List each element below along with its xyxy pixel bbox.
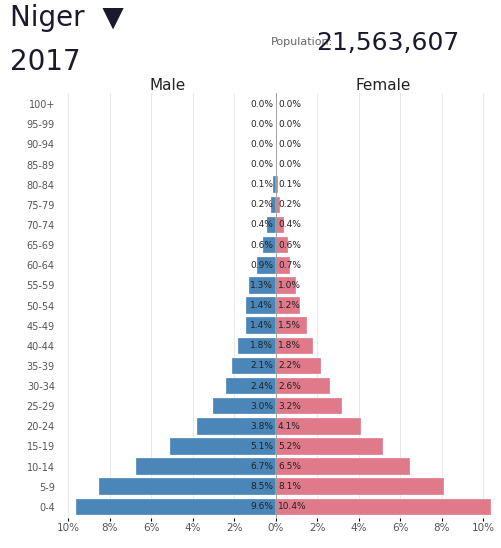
Text: 0.4%: 0.4% bbox=[278, 220, 301, 230]
Text: 0.1%: 0.1% bbox=[278, 180, 301, 189]
Text: 2.6%: 2.6% bbox=[278, 381, 301, 391]
Bar bbox=[257, 257, 276, 273]
Text: 0.0%: 0.0% bbox=[278, 120, 301, 129]
Bar bbox=[276, 358, 321, 374]
Text: 1.4%: 1.4% bbox=[250, 301, 273, 310]
Text: 5.1%: 5.1% bbox=[250, 442, 273, 451]
Text: 0.6%: 0.6% bbox=[250, 241, 273, 250]
Text: 3.0%: 3.0% bbox=[250, 402, 273, 410]
Text: Population:: Population: bbox=[271, 37, 333, 47]
Text: 21,563,607: 21,563,607 bbox=[316, 31, 459, 55]
Text: 0.1%: 0.1% bbox=[250, 180, 273, 189]
Text: 0.0%: 0.0% bbox=[250, 160, 273, 169]
Bar bbox=[272, 197, 276, 213]
Text: 0.4%: 0.4% bbox=[250, 220, 273, 230]
Bar bbox=[197, 418, 276, 435]
Bar bbox=[99, 478, 276, 495]
Bar bbox=[276, 478, 444, 495]
Bar bbox=[276, 237, 288, 253]
Text: Female: Female bbox=[356, 78, 411, 93]
Bar bbox=[276, 257, 290, 273]
Text: 0.0%: 0.0% bbox=[278, 160, 301, 169]
Text: 0.0%: 0.0% bbox=[278, 100, 301, 109]
Text: Niger  ▼: Niger ▼ bbox=[10, 4, 124, 32]
Text: 3.2%: 3.2% bbox=[278, 402, 301, 410]
Text: 1.4%: 1.4% bbox=[250, 321, 273, 330]
Bar bbox=[170, 438, 276, 455]
Bar bbox=[76, 499, 276, 515]
Text: 0.7%: 0.7% bbox=[278, 261, 301, 270]
Text: 1.8%: 1.8% bbox=[278, 341, 301, 350]
Text: 0.0%: 0.0% bbox=[250, 120, 273, 129]
Bar bbox=[267, 217, 276, 233]
Text: 0.9%: 0.9% bbox=[250, 261, 273, 270]
Text: 5.2%: 5.2% bbox=[278, 442, 301, 451]
Bar bbox=[276, 197, 280, 213]
Bar bbox=[276, 277, 296, 294]
Text: Male: Male bbox=[149, 78, 186, 93]
Bar bbox=[276, 418, 361, 435]
Bar bbox=[276, 398, 342, 414]
Bar bbox=[276, 176, 278, 193]
Bar bbox=[276, 499, 491, 515]
Bar bbox=[276, 297, 301, 314]
Text: 1.8%: 1.8% bbox=[250, 341, 273, 350]
Text: 0.0%: 0.0% bbox=[250, 100, 273, 109]
Text: 6.7%: 6.7% bbox=[250, 462, 273, 471]
Text: 0.2%: 0.2% bbox=[250, 201, 273, 209]
Bar bbox=[232, 358, 276, 374]
Text: 0.6%: 0.6% bbox=[278, 241, 301, 250]
Bar bbox=[246, 317, 276, 334]
Bar bbox=[226, 378, 276, 394]
Bar bbox=[263, 237, 276, 253]
Text: 1.5%: 1.5% bbox=[278, 321, 301, 330]
Text: 2.2%: 2.2% bbox=[278, 361, 301, 370]
Text: 1.0%: 1.0% bbox=[278, 281, 301, 290]
Bar bbox=[274, 176, 276, 193]
Text: 8.1%: 8.1% bbox=[278, 482, 301, 491]
Text: 3.8%: 3.8% bbox=[250, 422, 273, 431]
Bar bbox=[276, 317, 307, 334]
Bar bbox=[276, 217, 284, 233]
Bar bbox=[276, 338, 313, 354]
Bar bbox=[276, 378, 330, 394]
Text: 6.5%: 6.5% bbox=[278, 462, 301, 471]
Bar bbox=[136, 458, 276, 475]
Text: 1.3%: 1.3% bbox=[250, 281, 273, 290]
Text: 8.5%: 8.5% bbox=[250, 482, 273, 491]
Bar bbox=[276, 438, 383, 455]
Bar bbox=[248, 277, 276, 294]
Text: 2.1%: 2.1% bbox=[250, 361, 273, 370]
Text: 0.0%: 0.0% bbox=[250, 140, 273, 149]
Text: 0.2%: 0.2% bbox=[278, 201, 301, 209]
Text: 0.0%: 0.0% bbox=[278, 140, 301, 149]
Text: 4.1%: 4.1% bbox=[278, 422, 301, 431]
Bar bbox=[246, 297, 276, 314]
Bar bbox=[238, 338, 276, 354]
Bar bbox=[213, 398, 276, 414]
Text: 1.2%: 1.2% bbox=[278, 301, 301, 310]
Text: 10.4%: 10.4% bbox=[278, 503, 307, 511]
Text: 2017: 2017 bbox=[10, 48, 81, 76]
Bar bbox=[276, 458, 410, 475]
Text: 9.6%: 9.6% bbox=[250, 503, 273, 511]
Text: 2.4%: 2.4% bbox=[250, 381, 273, 391]
